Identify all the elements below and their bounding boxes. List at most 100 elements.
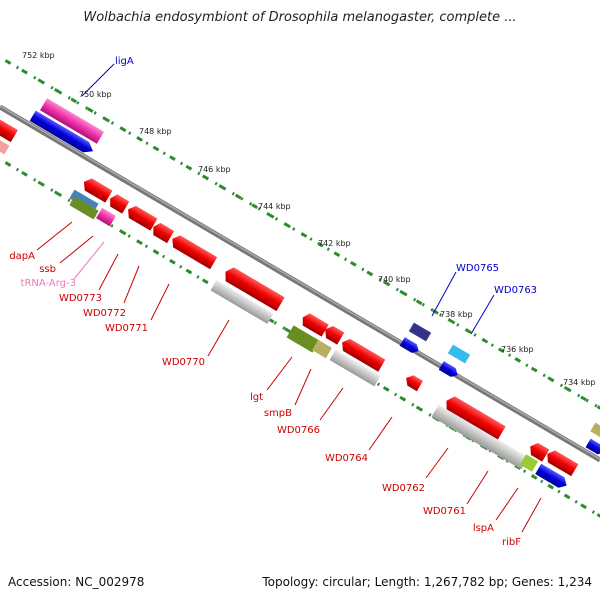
leader-WD0764 — [368, 416, 393, 451]
feature-edge-cds — [585, 438, 600, 455]
label-WD0762[interactable]: WD0762 — [382, 483, 425, 494]
leader-ssb — [59, 235, 94, 264]
ruler-label-752: 752 kbp — [22, 51, 55, 60]
feature-lspA — [530, 442, 550, 462]
outer-tick — [119, 126, 127, 133]
feature-WD0764 — [406, 375, 423, 392]
feature-WD0766-pseudo — [329, 349, 381, 387]
leader-WD0765 — [431, 271, 457, 317]
label-dapA[interactable]: dapA — [9, 251, 35, 262]
map-title: Wolbachia endosymbiont of Drosophila mel… — [83, 10, 517, 25]
feature-lspA-green — [519, 454, 539, 472]
inner-tick — [547, 483, 555, 490]
inner-tick — [580, 503, 587, 510]
ruler-label-734: 734 kbp — [563, 378, 596, 387]
label-WD0772[interactable]: WD0772 — [83, 308, 126, 319]
outer-tick — [152, 145, 160, 152]
feature-wd0763-cds — [438, 361, 458, 377]
label-lspA[interactable]: lspA — [473, 523, 494, 534]
label-lgt[interactable]: lgt — [250, 392, 263, 403]
feature-wd0765-misc — [408, 322, 432, 342]
label-WD0761[interactable]: WD0761 — [423, 506, 466, 517]
label-tRNA-Arg-3[interactable]: tRNA-Arg-3 — [21, 278, 76, 289]
outer-tick — [514, 357, 522, 363]
leader-lgt — [266, 356, 293, 391]
label-WD0765[interactable]: WD0765 — [456, 263, 499, 274]
label-WD0763[interactable]: WD0763 — [494, 285, 537, 296]
label-smpB[interactable]: smpB — [264, 408, 292, 419]
inner-tick — [530, 474, 538, 480]
outer-tick — [4, 59, 12, 65]
inner-tick — [382, 386, 390, 392]
feature-lgt-olive — [286, 325, 320, 353]
outer-tick — [580, 395, 587, 402]
topology-text: Topology: circular; Length: 1,267,782 bp… — [262, 575, 592, 589]
leader-tRNA-Arg-3 — [73, 241, 105, 280]
leader-WD0770 — [207, 319, 230, 357]
leader-ribF — [521, 497, 542, 533]
leader-WD0766 — [319, 387, 344, 421]
outer-tick — [497, 347, 505, 354]
ruler-label-748: 748 kbp — [139, 127, 172, 136]
feature-ligA-cds — [29, 110, 94, 153]
inner-tick — [201, 278, 209, 285]
outer-tick — [201, 174, 209, 181]
inner-tick — [284, 327, 291, 334]
label-WD0773[interactable]: WD0773 — [59, 293, 102, 304]
inner-tick — [596, 513, 600, 518]
outer-tick — [185, 164, 193, 171]
outer-tick — [267, 212, 275, 219]
feature-edge-red — [0, 116, 18, 143]
outer-tick — [382, 280, 390, 286]
ruler-label-742: 742 kbp — [318, 239, 351, 248]
label-ribF[interactable]: ribF — [502, 537, 521, 548]
feature-WD0770 — [225, 267, 285, 312]
ruler-label-738: 738 kbp — [440, 310, 473, 319]
outer-tick — [284, 222, 291, 229]
ruler-label-744: 744 kbp — [258, 202, 291, 211]
label-WD0771[interactable]: WD0771 — [105, 323, 148, 334]
inner-tick — [136, 239, 143, 246]
inner-tick — [185, 268, 193, 275]
inner-tick — [21, 170, 28, 177]
feature-WD0761-pseudo — [431, 404, 529, 470]
feature-wd0763-misc — [447, 344, 471, 364]
label-WD0766[interactable]: WD0766 — [277, 425, 320, 436]
inner-tick — [37, 180, 45, 187]
inner-tick — [119, 229, 127, 236]
outer-tick — [530, 366, 538, 373]
feature-smpB-khaki — [312, 339, 332, 359]
feature-edge-red-faded — [0, 136, 10, 155]
outer-tick — [481, 337, 489, 344]
label-WD0764[interactable]: WD0764 — [325, 453, 368, 464]
feature-WD0773 — [128, 205, 158, 231]
label-WD0770[interactable]: WD0770 — [162, 357, 205, 368]
ruler-label-746: 746 kbp — [198, 165, 231, 174]
feature-dapA — [83, 178, 113, 203]
outer-tick — [218, 184, 226, 190]
outer-tick — [317, 241, 324, 248]
label-ligA[interactable]: ligA — [115, 56, 134, 67]
outer-tick — [103, 116, 111, 123]
leader-WD0762 — [425, 447, 449, 479]
forward-strand-features — [29, 98, 600, 488]
outer-tick — [136, 136, 143, 142]
label-ssb[interactable]: ssb — [39, 264, 56, 275]
outer-tick — [465, 328, 472, 334]
outer-tick — [432, 309, 439, 315]
ruler-label-750: 750 kbp — [79, 90, 112, 99]
leader-WD0761 — [466, 470, 489, 505]
outer-tick — [596, 405, 600, 410]
leader-lspA — [495, 487, 519, 521]
inner-tick — [563, 493, 571, 500]
feature-smpB — [325, 325, 345, 345]
inner-tick — [399, 395, 407, 402]
outer-tick — [399, 289, 407, 296]
leader-smpB — [294, 368, 312, 406]
feature-ribF-cds — [535, 463, 567, 488]
outer-tick — [366, 270, 374, 277]
outer-tick — [349, 261, 357, 267]
leader-WD0771 — [150, 283, 170, 321]
outer-tick — [333, 251, 341, 258]
